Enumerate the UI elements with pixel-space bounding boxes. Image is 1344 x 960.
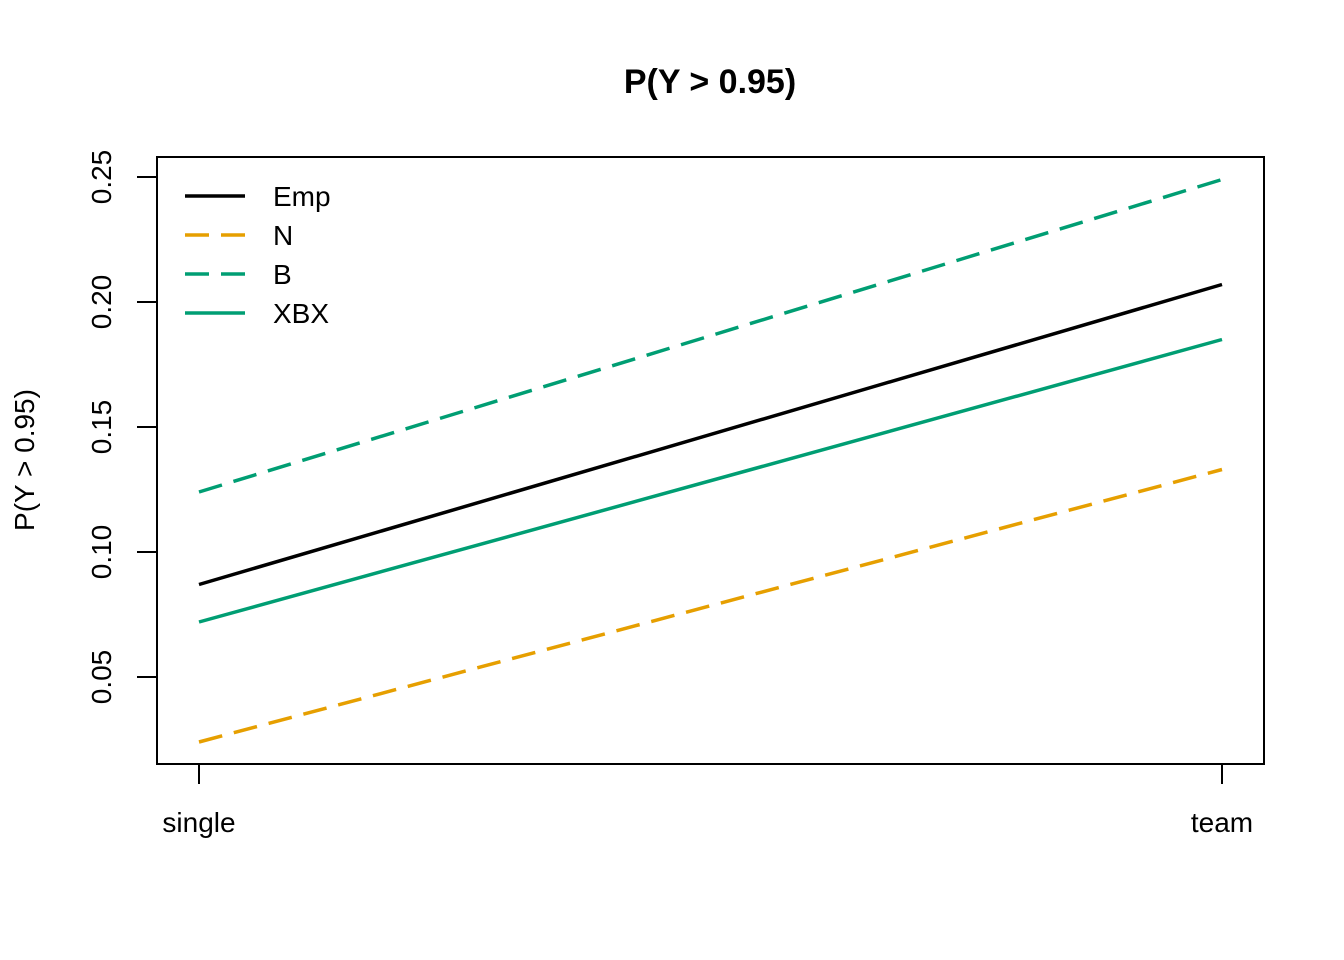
- series-layer: [198, 177, 1223, 744]
- chart-title: P(Y > 0.95): [624, 63, 796, 101]
- legend-label-b: B: [273, 259, 292, 290]
- series-line-n: [198, 467, 1223, 744]
- legend-label-emp: Emp: [273, 181, 331, 212]
- y-tick-label: 0.25: [86, 150, 117, 205]
- y-axis: 0.05 0.10 0.15 0.20 0.25: [86, 150, 158, 705]
- x-tick-label: single: [162, 807, 235, 838]
- x-tick-label: team: [1191, 807, 1253, 838]
- legend: Emp NB XBX: [185, 181, 331, 329]
- y-tick-label: 0.05: [86, 650, 117, 705]
- series-line-b: [198, 177, 1223, 494]
- legend-label-xbx: XBX: [273, 298, 329, 329]
- series-line-xbx: [198, 337, 1223, 624]
- y-axis-label: P(Y > 0.95): [9, 389, 40, 531]
- legend-label-n: N: [273, 220, 293, 251]
- y-tick-label: 0.20: [86, 275, 117, 330]
- plot-frame: [156, 156, 1265, 765]
- y-tick-label: 0.15: [86, 400, 117, 455]
- series-line-emp: [198, 282, 1223, 587]
- x-axis: single team: [162, 764, 1253, 838]
- y-tick-label: 0.10: [86, 525, 117, 580]
